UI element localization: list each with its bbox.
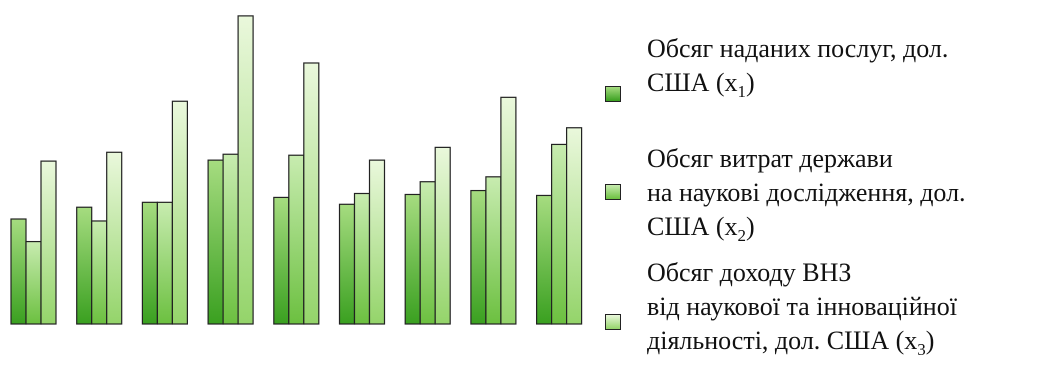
bar-group1-series3 <box>40 160 57 325</box>
bar-group9-series2 <box>550 143 568 325</box>
bar-group7-series3 <box>434 146 451 325</box>
bar-group9-series1 <box>535 194 553 325</box>
bar-group1-series2 <box>25 240 42 325</box>
bar-group6-series3 <box>368 159 386 325</box>
legend-line: США (x2) <box>647 212 755 246</box>
bar-group5-series3 <box>303 62 320 325</box>
bar-group1-series1 <box>10 218 27 325</box>
legend-line: на наукові дослідження, дол. <box>647 178 966 207</box>
bar-group4-series3 <box>237 15 254 325</box>
legend-line: діяльності, дол. США (x3) <box>647 326 935 360</box>
bar-group2-series2 <box>91 220 108 325</box>
legend-line: від наукової та інноваційної <box>647 292 957 321</box>
legend-swatch-series-1 <box>605 86 621 102</box>
legend-line: Обсяг витрат держави <box>647 144 893 173</box>
bar-group3-series1 <box>141 201 158 325</box>
bar-group8-series3 <box>500 96 517 325</box>
legend-line: США (x1) <box>647 68 755 102</box>
legend-line: Обсяг наданих послуг, дол. <box>647 34 949 63</box>
bar-chart <box>10 15 583 325</box>
bar-group5-series2 <box>288 154 305 325</box>
legend-label-series-2: Обсяг витрат держави на наукові дослідже… <box>647 142 966 253</box>
bar-group6-series1 <box>338 203 356 325</box>
bar-group7-series2 <box>419 181 436 325</box>
bars-group <box>10 15 583 325</box>
legend-swatch-series-3 <box>605 314 621 330</box>
bar-group3-series2 <box>156 201 173 325</box>
bar-group3-series3 <box>171 100 188 325</box>
bar-group8-series2 <box>485 176 502 325</box>
legend-label-series-3: Обсяг доходу ВНЗ від наукової та інновац… <box>647 256 957 367</box>
bar-group9-series3 <box>565 127 583 325</box>
bar-group4-series1 <box>207 159 224 325</box>
legend-label-series-1: Обсяг наданих послуг, дол. США (x1) <box>647 32 948 109</box>
bar-group4-series2 <box>222 153 239 325</box>
bar-group5-series1 <box>273 196 290 325</box>
bar-group2-series1 <box>76 206 93 325</box>
bar-group6-series2 <box>353 192 371 325</box>
legend-swatch-series-2 <box>605 184 621 200</box>
bar-group8-series1 <box>470 189 487 325</box>
bar-group7-series1 <box>404 193 421 325</box>
legend-line: Обсяг доходу ВНЗ <box>647 258 852 287</box>
bar-group2-series3 <box>106 151 123 325</box>
